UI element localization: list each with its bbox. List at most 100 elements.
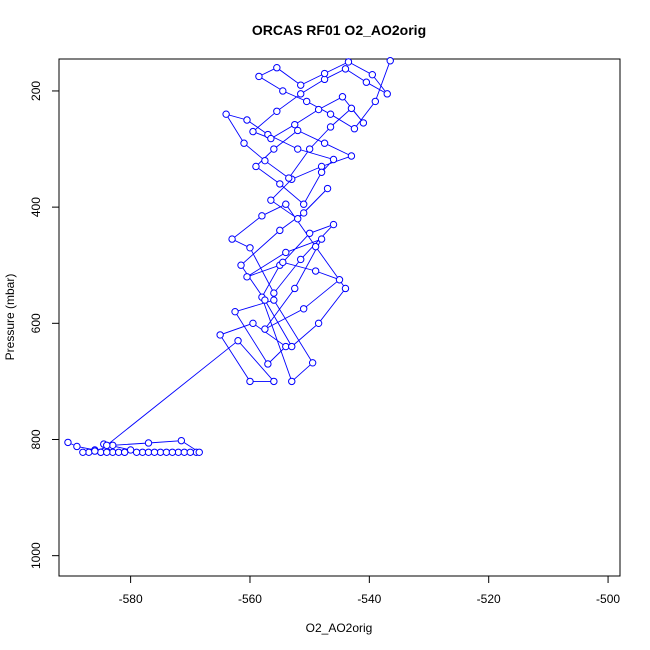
data-point <box>320 139 329 147</box>
data-point <box>103 448 111 456</box>
data-point <box>267 196 275 204</box>
data-point <box>320 69 329 78</box>
data-point <box>311 267 320 275</box>
data-point <box>285 174 293 182</box>
data-point <box>138 448 147 456</box>
data-point <box>103 441 111 449</box>
data-point <box>335 276 344 284</box>
x-tick-label: -520 <box>477 592 501 606</box>
data-point <box>299 305 308 313</box>
data-point <box>132 448 141 456</box>
y-axis-label: Pressure (mbar) <box>3 274 17 361</box>
data-point <box>326 123 335 131</box>
data-point <box>109 441 117 449</box>
data-point <box>240 139 248 147</box>
chart-title: ORCAS RF01 O2_AO2orig <box>252 22 426 38</box>
data-point <box>246 244 254 252</box>
data-point <box>261 296 269 304</box>
data-point <box>371 97 380 106</box>
data-point <box>144 439 153 447</box>
data-point <box>228 235 236 243</box>
data-point <box>216 331 224 339</box>
data-point <box>302 97 311 106</box>
data-point <box>341 65 350 73</box>
data-point <box>195 448 203 456</box>
data-point <box>270 289 278 297</box>
data-point <box>276 180 284 188</box>
y-tick-label: 800 <box>29 429 43 449</box>
data-point <box>297 90 305 98</box>
data-point <box>288 342 296 351</box>
data-point <box>249 319 257 328</box>
data-point <box>249 127 257 136</box>
data-point <box>311 242 320 251</box>
data-point <box>97 448 105 456</box>
data-point <box>85 448 93 456</box>
data-point <box>144 448 153 456</box>
data-point <box>317 168 326 176</box>
data-point <box>294 145 302 153</box>
data-point <box>279 87 287 95</box>
data-point <box>258 212 266 220</box>
data-point <box>341 284 350 293</box>
data-point <box>222 110 230 118</box>
data-point <box>297 81 305 89</box>
data-point <box>174 448 183 456</box>
data-point <box>246 377 254 386</box>
data-point <box>270 145 278 153</box>
plot-marks <box>64 57 394 456</box>
data-point <box>237 261 245 269</box>
data-point <box>305 229 314 237</box>
data-point <box>120 448 129 456</box>
data-point <box>297 255 305 264</box>
data-point <box>109 448 117 456</box>
data-point <box>291 120 299 129</box>
data-point <box>359 119 368 127</box>
data-point <box>156 448 165 456</box>
data-point <box>347 152 356 160</box>
data-point <box>231 307 239 316</box>
data-point <box>126 446 135 454</box>
data-point <box>282 248 290 257</box>
data-point <box>294 215 302 223</box>
data-point <box>288 377 296 386</box>
data-point <box>344 58 353 66</box>
data-point <box>326 110 335 118</box>
x-tick-label: -580 <box>119 592 143 606</box>
data-point <box>282 342 290 351</box>
data-point <box>279 258 287 267</box>
data-point <box>314 105 323 114</box>
data-point <box>329 220 338 229</box>
data-point <box>64 438 72 447</box>
data-point <box>299 209 308 217</box>
data-point <box>162 448 171 456</box>
data-point <box>350 125 359 133</box>
data-point <box>294 126 302 135</box>
data-point <box>291 284 299 293</box>
data-point <box>282 200 290 208</box>
data-point <box>329 155 338 164</box>
data-point <box>383 90 391 98</box>
data-point <box>186 448 194 456</box>
data-point <box>180 448 189 456</box>
data-point <box>323 184 332 193</box>
y-tick-label: 200 <box>29 81 43 101</box>
data-point <box>261 156 269 165</box>
data-point <box>305 145 314 153</box>
data-point <box>243 116 251 124</box>
data-point <box>273 64 281 72</box>
data-point <box>273 107 281 115</box>
data-point <box>255 72 263 81</box>
data-point <box>261 325 269 333</box>
data-point <box>234 337 242 345</box>
data-point <box>386 57 394 65</box>
data-point <box>252 162 260 171</box>
x-axis-label: O2_AO2orig <box>306 621 373 635</box>
y-tick-label: 1000 <box>29 542 43 569</box>
data-point <box>299 200 308 208</box>
data-point <box>243 273 251 281</box>
data-point <box>338 93 347 101</box>
data-point <box>347 104 356 113</box>
data-point <box>368 70 377 79</box>
